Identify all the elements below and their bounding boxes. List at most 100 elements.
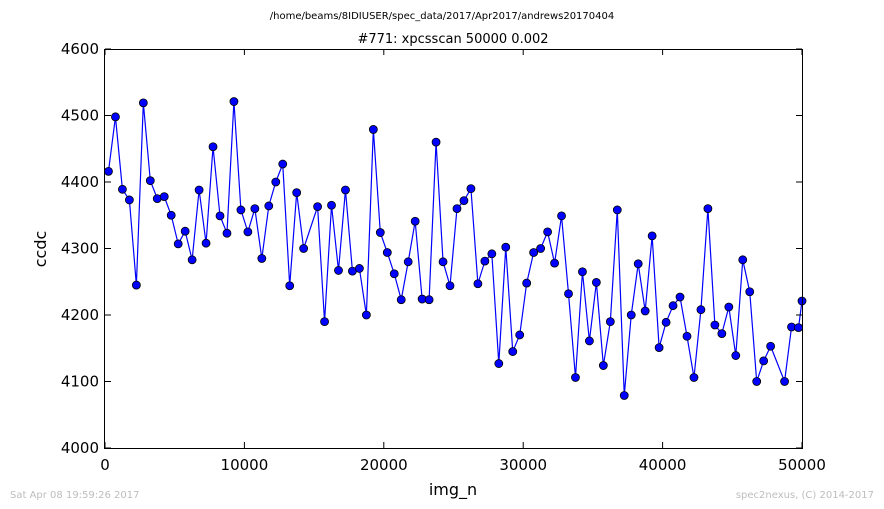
data-point [550, 258, 559, 268]
data-point [703, 204, 713, 214]
data-point [341, 185, 350, 195]
data-point [424, 295, 434, 305]
data-point [459, 196, 469, 206]
data-point [466, 184, 476, 194]
data-point [375, 228, 385, 237]
data-point [208, 142, 218, 152]
data-point [696, 305, 706, 315]
data-point [780, 377, 789, 386]
data-point [522, 278, 532, 288]
x-tick-label: 50000 [778, 456, 826, 474]
data-point [536, 244, 546, 253]
data-point [752, 377, 762, 386]
data-point [717, 329, 727, 339]
data-point [334, 266, 343, 275]
data-point [515, 330, 525, 340]
y-axis-label: ccdc [31, 231, 50, 268]
data-point [501, 242, 511, 252]
y-axis: 4000 4100 4200 4300 4400 4500 4600 [61, 40, 802, 457]
footer-credit: spec2nexus, (C) 2014-2017 [736, 490, 874, 501]
data-point [131, 280, 141, 290]
data-point [229, 97, 239, 106]
data-point [222, 228, 232, 238]
data-point [243, 227, 253, 237]
x-tick-label: 10000 [221, 456, 269, 474]
data-point [250, 204, 260, 214]
data-point [313, 202, 322, 212]
data-point [766, 341, 776, 351]
data-point [320, 317, 329, 327]
y-tick-label: 4300 [61, 240, 99, 258]
x-tick-label: 20000 [360, 456, 408, 474]
data-point [612, 205, 622, 215]
data-point [382, 248, 392, 257]
data-point [431, 137, 441, 147]
data-point [794, 323, 803, 333]
data-point [647, 231, 657, 241]
data-point [410, 216, 420, 226]
data-point [571, 373, 580, 382]
data-point [759, 356, 769, 366]
data-point [187, 255, 197, 265]
data-point [487, 249, 497, 259]
data-point [633, 259, 643, 269]
y-tick-label: 4600 [61, 40, 99, 58]
data-point [327, 200, 336, 210]
data-point [731, 351, 741, 360]
data-point [452, 204, 462, 214]
data-point [180, 226, 190, 236]
data-point [480, 256, 490, 266]
data-point [529, 248, 539, 257]
data-point [361, 310, 371, 320]
data-point [159, 192, 169, 202]
x-tick-label: 0 [100, 456, 110, 474]
data-point [738, 255, 748, 265]
figure-path-title: /home/beams/8IDIUSER/spec_data/2017/Apr2… [270, 11, 614, 22]
data-point [654, 343, 664, 352]
data-point [396, 295, 406, 305]
data-point [585, 336, 594, 346]
y-tick-label: 4000 [61, 439, 99, 457]
data-point [271, 177, 281, 187]
data-point [278, 159, 288, 169]
data-point [591, 278, 601, 287]
data-point [473, 279, 483, 289]
data-point [682, 331, 692, 341]
data-point [257, 254, 267, 263]
data-point [494, 359, 504, 368]
data-point [285, 281, 295, 291]
data-point [578, 267, 587, 277]
x-tick-label: 30000 [499, 456, 547, 474]
data-point [292, 188, 302, 198]
data-point [194, 185, 204, 195]
x-tick-label: 40000 [639, 456, 687, 474]
data-point [201, 238, 211, 248]
data-point [118, 184, 127, 194]
data-point [145, 176, 155, 186]
data-point [619, 391, 629, 400]
data-point [264, 201, 274, 211]
data-point [626, 310, 636, 320]
data-point [124, 195, 134, 205]
data-point [104, 166, 113, 176]
data-point [215, 211, 225, 221]
data-point [166, 210, 176, 220]
data-point [640, 306, 650, 316]
chart-title: #771: xpcsscan 50000 0.002 [357, 32, 548, 47]
data-point [368, 125, 378, 134]
data-point [389, 269, 399, 279]
y-tick-label: 4200 [61, 306, 99, 324]
data-point [508, 347, 518, 356]
y-tick-label: 4500 [61, 107, 99, 125]
y-tick-label: 4400 [61, 173, 99, 191]
x-axis: 0 10000 20000 30000 40000 50000 [100, 49, 826, 474]
data-point [598, 361, 608, 370]
data-point [403, 257, 413, 267]
y-tick-label: 4100 [61, 373, 99, 391]
data-point [354, 264, 364, 273]
data-point [745, 287, 755, 297]
data-point [557, 211, 566, 221]
data-point [299, 244, 309, 253]
data-point [724, 302, 734, 312]
